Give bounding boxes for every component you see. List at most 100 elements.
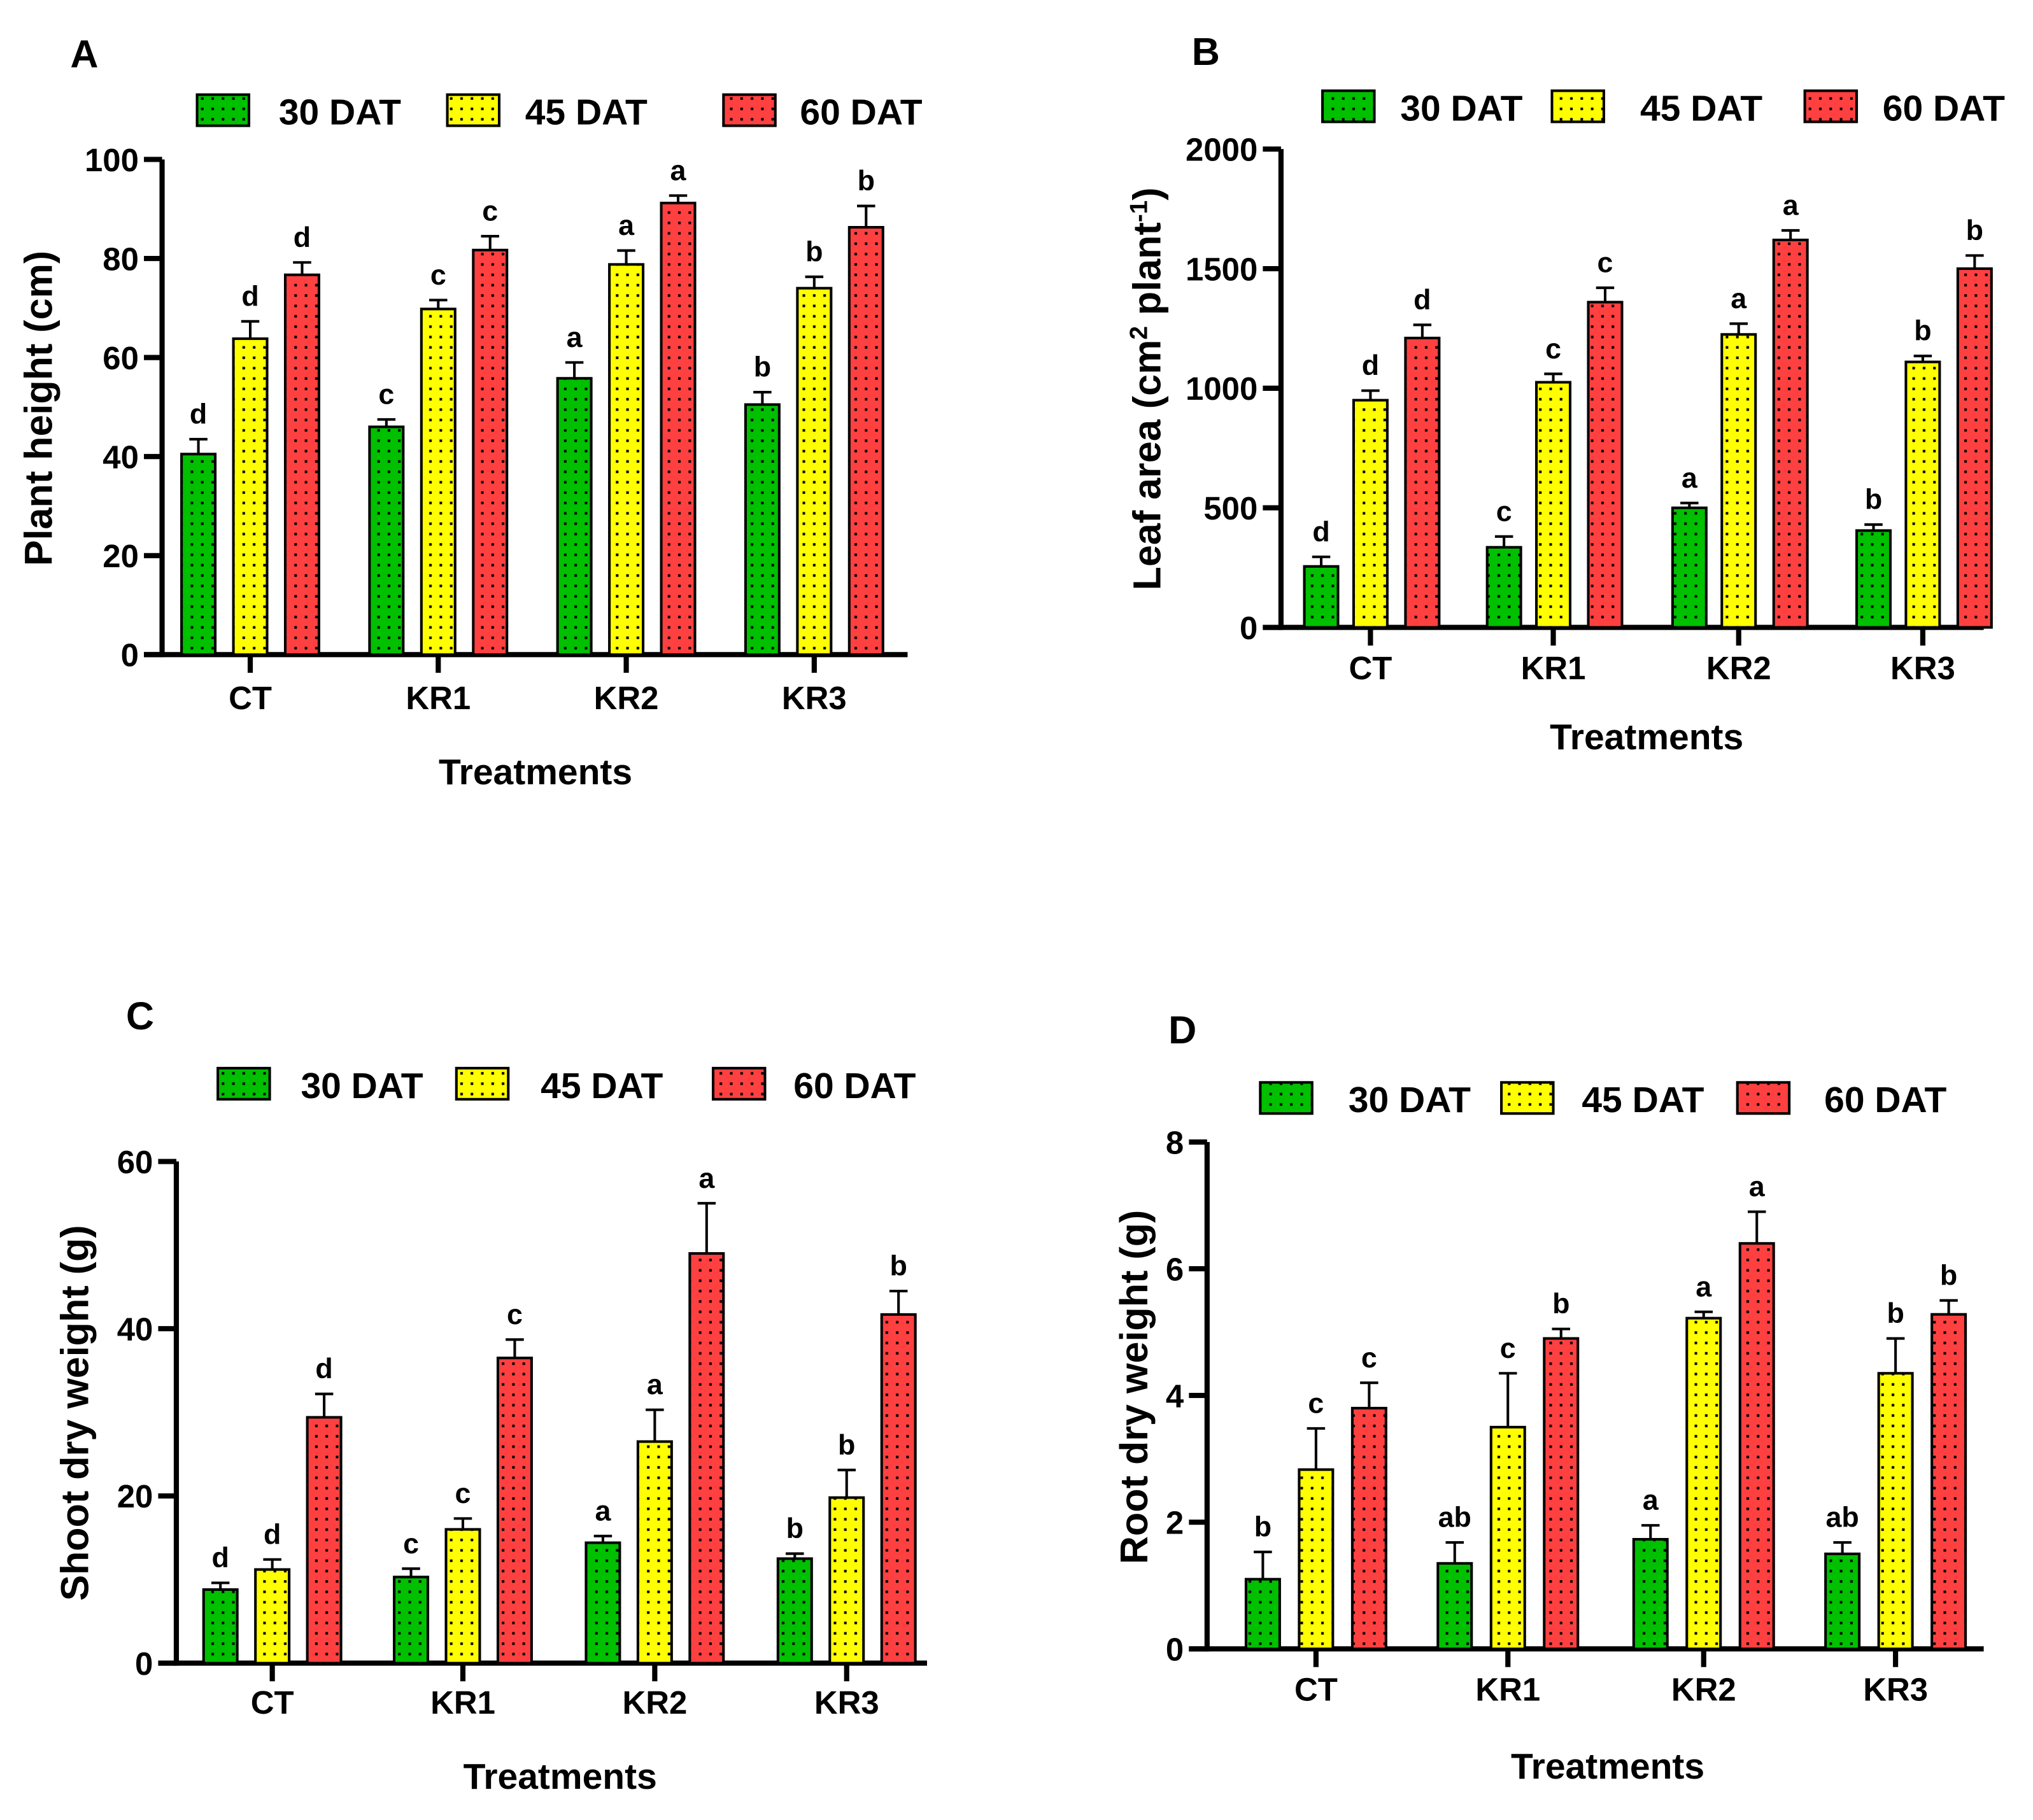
x-tick-label: KR2 <box>1706 650 1771 686</box>
legend-swatch-pattern <box>447 94 500 126</box>
significance-letter: b <box>1865 484 1882 516</box>
significance-letter: b <box>1966 215 1983 246</box>
bar-pattern <box>1633 1539 1668 1649</box>
bar-pattern <box>690 1253 724 1663</box>
bar-pattern <box>1739 1243 1774 1649</box>
y-axis-label-part: Leaf area (cm <box>1126 340 1169 591</box>
significance-letter: b <box>1887 1297 1904 1329</box>
bar-pattern <box>777 1558 812 1663</box>
legend-label: 60 DAT <box>800 92 922 132</box>
y-tick-label: 0 <box>1166 1632 1184 1668</box>
bar-pattern <box>557 378 591 655</box>
significance-letter: d <box>190 399 207 430</box>
significance-letter: b <box>890 1250 907 1282</box>
legend-label: 30 DAT <box>1400 88 1522 129</box>
significance-letter: c <box>1500 1332 1516 1364</box>
panel-letter: A <box>70 32 98 76</box>
bar-pattern <box>473 250 507 655</box>
y-axis-label: Plant height (cm) <box>17 251 60 566</box>
bar-pattern <box>1588 302 1622 628</box>
significance-letter: b <box>805 236 823 267</box>
x-tick-label: KR1 <box>430 1684 495 1721</box>
significance-letter: d <box>241 280 259 312</box>
bar-pattern <box>1878 1373 1913 1649</box>
significance-letter: ab <box>1438 1502 1471 1534</box>
panel-a: A 30 DAT 45 DAT 60 DAT 0 20 40 60 80 100 CT KR1 KR2 K… <box>17 32 922 793</box>
significance-letter: a <box>595 1495 611 1527</box>
significance-letter: b <box>838 1429 855 1461</box>
y-tick-label: 0 <box>1240 610 1257 646</box>
significance-letter: d <box>315 1353 332 1385</box>
panel-letter: C <box>126 994 154 1038</box>
significance-letter: a <box>1682 462 1698 494</box>
x-axis-label: Treatments <box>439 752 632 793</box>
y-tick-label: 40 <box>117 1311 153 1348</box>
x-tick-label: KR3 <box>1890 650 1955 686</box>
bar-pattern <box>745 404 779 655</box>
significance-letter: b <box>786 1513 804 1544</box>
y-axis-label-part: plant <box>1126 222 1169 326</box>
x-tick-label: KR2 <box>622 1684 687 1721</box>
y-axis-label-part: ) <box>1126 187 1169 200</box>
significance-letter: c <box>1545 333 1561 365</box>
bar-pattern <box>421 309 455 655</box>
significance-letter: b <box>1914 315 1931 347</box>
bar-pattern <box>661 202 695 655</box>
significance-letter: c <box>507 1299 523 1330</box>
significance-letter: a <box>1696 1271 1712 1302</box>
significance-letter: c <box>1308 1387 1324 1419</box>
bar-pattern <box>1722 334 1756 628</box>
legend-swatch-pattern <box>456 1068 509 1099</box>
x-tick-label: KR3 <box>814 1684 879 1721</box>
significance-letter: b <box>1940 1259 1957 1291</box>
legend-label: 45 DAT <box>1640 88 1762 129</box>
y-tick-label: 2 <box>1166 1504 1184 1541</box>
bar-pattern <box>830 1497 864 1663</box>
y-tick-label: 2000 <box>1186 132 1257 168</box>
y-tick-label: 20 <box>117 1478 153 1514</box>
x-tick-label: KR1 <box>1521 650 1586 686</box>
significance-letter: c <box>455 1478 471 1509</box>
bar-pattern <box>1957 269 1992 628</box>
y-tick-label: 500 <box>1203 490 1257 526</box>
bar-pattern <box>1857 530 1890 628</box>
bar-pattern <box>1245 1579 1280 1649</box>
bar-pattern <box>1825 1553 1860 1649</box>
bar-pattern <box>1906 362 1940 628</box>
significance-letter: c <box>430 259 446 291</box>
legend-swatch-pattern <box>1804 90 1857 122</box>
significance-letter: d <box>1362 349 1379 381</box>
x-axis-label: Treatments <box>1511 1746 1704 1787</box>
bar-pattern <box>1672 507 1706 628</box>
bar-pattern <box>1352 1408 1386 1649</box>
significance-letter: c <box>1496 495 1512 527</box>
significance-letter: a <box>647 1369 663 1400</box>
panel-b: B 30 DAT 45 DAT 60 DAT 0 500 1000 1500 2000 CT KR1… <box>1125 30 2005 758</box>
legend-label: 60 DAT <box>793 1066 916 1106</box>
x-tick-label: KR1 <box>1475 1672 1540 1708</box>
bar-pattern <box>1536 382 1571 628</box>
y-tick-label: 0 <box>135 1646 153 1682</box>
significance-letter: d <box>1312 516 1329 547</box>
bar-pattern <box>1299 1469 1333 1649</box>
bar-pattern <box>881 1314 916 1663</box>
significance-letter: a <box>1783 189 1799 221</box>
y-tick-label: 80 <box>103 241 139 277</box>
significance-letter: ab <box>1826 1502 1859 1534</box>
y-axis-label: Shoot dry weight (g) <box>53 1225 96 1600</box>
legend-label: 30 DAT <box>1349 1080 1471 1120</box>
legend-swatch-pattern <box>1552 90 1604 122</box>
significance-letter: a <box>1643 1485 1659 1516</box>
legend-label: 30 DAT <box>279 92 401 132</box>
y-tick-label: 100 <box>85 142 139 178</box>
legend-swatch-pattern <box>1322 90 1375 122</box>
y-axis-label: Leaf area (cm2 plant-1) <box>1125 187 1169 590</box>
significance-letter: a <box>618 209 635 241</box>
y-axis-label-superscript: 2 <box>1125 326 1152 340</box>
bar-pattern <box>609 264 644 655</box>
significance-letter: b <box>858 165 875 197</box>
significance-letter: a <box>1731 283 1747 314</box>
bar-pattern <box>586 1542 620 1663</box>
